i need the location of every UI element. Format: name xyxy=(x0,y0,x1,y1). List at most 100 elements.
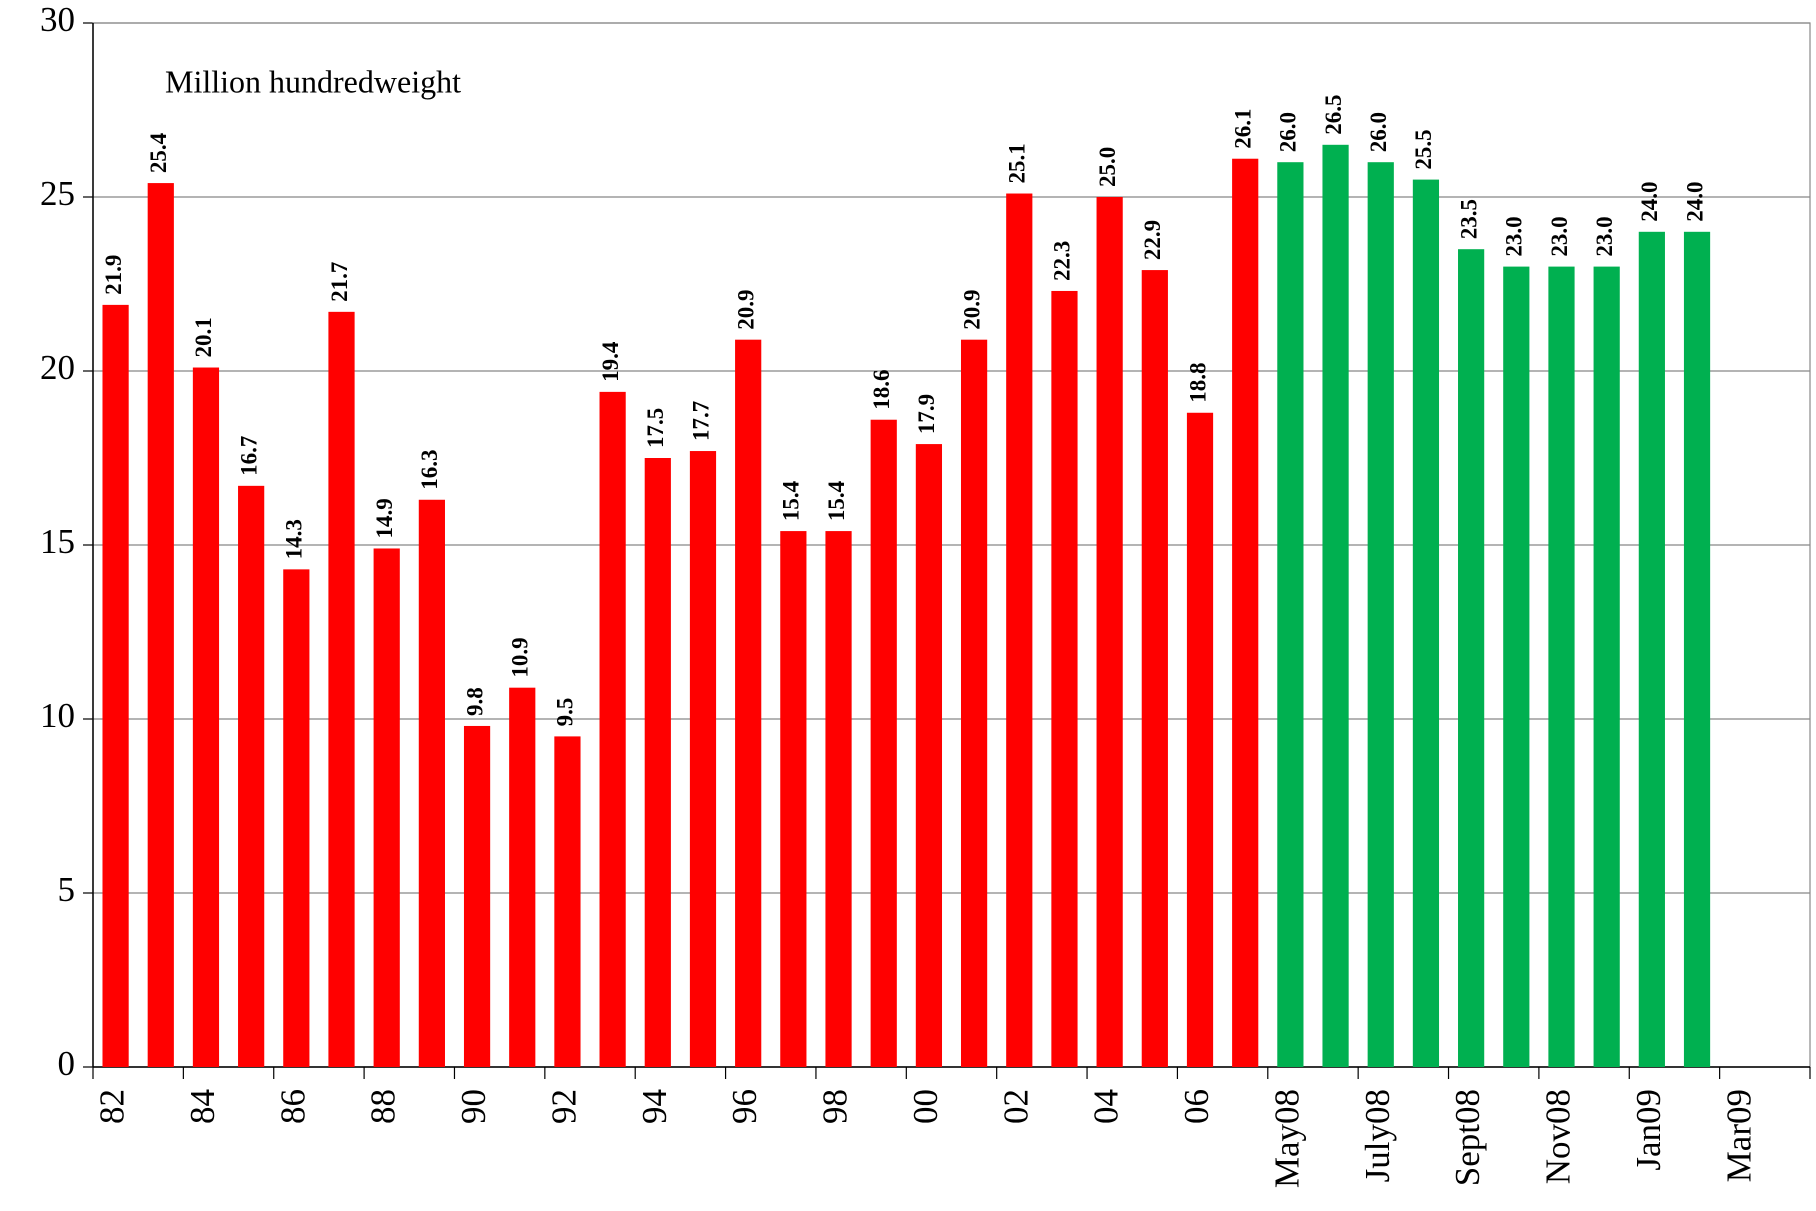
bar xyxy=(960,339,988,1067)
value-label: 17.9 xyxy=(914,394,939,434)
value-label: 15.4 xyxy=(824,480,849,521)
bar xyxy=(1051,290,1078,1068)
x-tick-label: 02 xyxy=(996,1089,1035,1124)
value-label: 20.9 xyxy=(959,289,984,329)
bar xyxy=(1503,266,1530,1068)
bar xyxy=(689,451,717,1067)
value-label: 10.9 xyxy=(508,637,533,677)
x-tick-label: 04 xyxy=(1087,1089,1126,1124)
value-label: 19.4 xyxy=(598,341,623,382)
x-tick-label: 82 xyxy=(93,1089,132,1124)
value-label: 17.5 xyxy=(643,408,668,448)
x-tick-label: 96 xyxy=(725,1089,764,1124)
bar xyxy=(599,391,626,1067)
value-label: 24.0 xyxy=(1682,182,1707,222)
bar xyxy=(1593,266,1620,1068)
value-label: 17.7 xyxy=(688,401,713,441)
x-tick-label: Mar09 xyxy=(1719,1089,1758,1182)
value-label: 9.5 xyxy=(553,698,578,727)
y-tick-label: 20 xyxy=(40,348,75,387)
x-tick-label: 98 xyxy=(816,1089,855,1124)
y-tick-label: 15 xyxy=(40,522,75,561)
y-tick-label: 30 xyxy=(40,0,75,39)
x-tick-label: July08 xyxy=(1358,1089,1397,1182)
x-tick-label: Sept08 xyxy=(1448,1089,1487,1186)
value-label: 21.7 xyxy=(327,262,352,302)
annotation: Million hundredweight xyxy=(165,63,461,99)
x-tick-label: May08 xyxy=(1267,1089,1306,1188)
x-tick-label: Jan09 xyxy=(1629,1089,1668,1171)
value-label: 20.1 xyxy=(191,317,216,357)
bar xyxy=(780,531,807,1067)
value-label: 16.7 xyxy=(236,436,261,476)
bar xyxy=(147,183,174,1067)
value-label: 23.0 xyxy=(1547,216,1572,256)
bar xyxy=(915,444,943,1068)
y-tick-label: 0 xyxy=(58,1044,76,1083)
value-label: 23.5 xyxy=(1456,199,1481,239)
x-tick-label: 00 xyxy=(906,1089,945,1124)
value-label: 20.9 xyxy=(733,289,758,329)
bar xyxy=(328,311,355,1068)
y-tick-label: 25 xyxy=(40,174,75,213)
x-tick-label: 88 xyxy=(364,1089,403,1124)
bar xyxy=(102,304,129,1067)
value-label: 23.0 xyxy=(1592,216,1617,256)
bar xyxy=(1277,162,1304,1067)
bar xyxy=(1096,197,1123,1067)
bar xyxy=(1548,266,1575,1068)
bar xyxy=(238,485,265,1068)
bar xyxy=(1322,144,1349,1068)
x-tick-label: 06 xyxy=(1177,1089,1216,1124)
value-label: 14.3 xyxy=(282,519,307,559)
value-label: 24.0 xyxy=(1637,182,1662,222)
value-label: 26.0 xyxy=(1276,112,1301,152)
value-label: 23.0 xyxy=(1502,216,1527,256)
value-label: 22.9 xyxy=(1140,220,1165,260)
bar xyxy=(1683,231,1711,1068)
bar xyxy=(1232,158,1259,1068)
x-tick-label: 90 xyxy=(454,1089,493,1124)
bar xyxy=(1458,249,1485,1067)
value-label: 18.8 xyxy=(1185,363,1210,403)
x-tick-label: 84 xyxy=(183,1089,222,1124)
y-tick-label: 10 xyxy=(40,696,75,735)
bar xyxy=(418,499,445,1067)
bar xyxy=(373,548,400,1067)
value-label: 21.9 xyxy=(101,255,126,295)
x-tick-label: Nov08 xyxy=(1539,1089,1578,1184)
bar xyxy=(283,569,310,1067)
value-label: 25.1 xyxy=(1005,143,1030,183)
value-label: 25.4 xyxy=(146,132,171,173)
value-label: 26.0 xyxy=(1366,112,1391,152)
bar xyxy=(1367,162,1394,1067)
value-label: 26.5 xyxy=(1321,95,1346,135)
value-label: 25.5 xyxy=(1411,129,1436,169)
bar xyxy=(1186,412,1214,1067)
bar xyxy=(870,419,897,1068)
bar xyxy=(509,687,536,1067)
bar xyxy=(1638,231,1665,1068)
bar xyxy=(554,736,581,1067)
value-label: 25.0 xyxy=(1095,147,1120,187)
x-tick-label: 92 xyxy=(544,1089,583,1124)
x-tick-label: 86 xyxy=(273,1089,312,1124)
value-label: 18.6 xyxy=(869,369,894,409)
bar xyxy=(825,531,852,1067)
value-label: 26.1 xyxy=(1230,108,1255,148)
value-label: 14.9 xyxy=(372,498,397,538)
bar xyxy=(735,339,762,1067)
x-tick-label: 94 xyxy=(635,1089,674,1124)
bar xyxy=(644,458,671,1067)
bar xyxy=(1006,193,1033,1067)
value-label: 22.3 xyxy=(1050,241,1075,281)
bar xyxy=(192,367,220,1067)
bar xyxy=(1141,270,1168,1068)
value-label: 15.4 xyxy=(779,480,804,521)
value-label: 16.3 xyxy=(417,450,442,490)
bar xyxy=(1412,179,1440,1068)
y-tick-label: 5 xyxy=(58,870,76,909)
value-label: 9.8 xyxy=(462,687,487,716)
bar xyxy=(463,725,491,1067)
